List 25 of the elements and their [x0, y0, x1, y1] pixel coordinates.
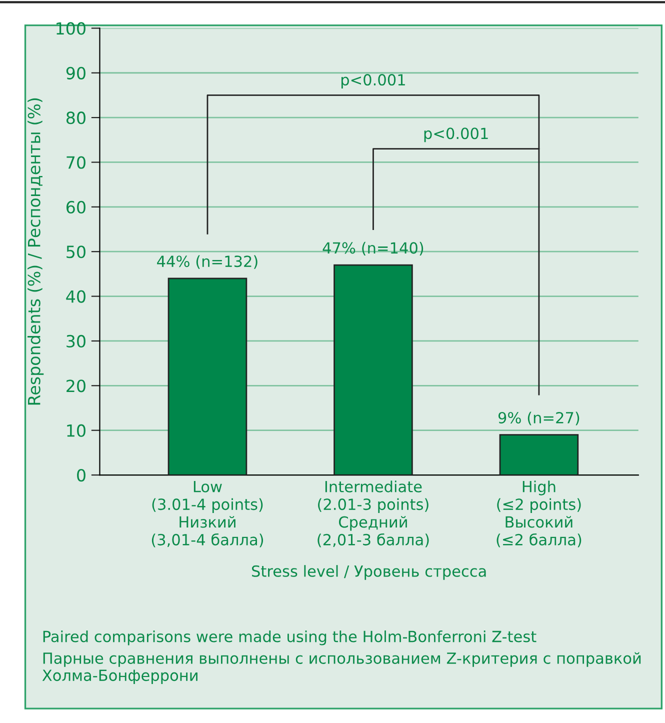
data-label: 9% (n=27): [498, 412, 580, 426]
y-tick-label: 90: [66, 66, 86, 80]
y-tick-label: 70: [66, 156, 86, 169]
bar: [168, 278, 248, 476]
data-label: 44% (n=132): [157, 255, 258, 269]
x-tick-label: High (≤2 points) Высокий (≤2 балла): [496, 480, 582, 548]
text: Парные сравнения выполнены с использованием Z-критерия с поправкой Холма-Бонферрони: [42, 652, 641, 684]
y-tick-label: 10: [67, 424, 86, 437]
x-axis-title: Stress level / Уровень стресса: [252, 565, 486, 580]
y-tick-label: 0: [77, 468, 86, 482]
x-tick-label: Intermediate (2.01-3 points) Средний (2,01-3 балла): [318, 480, 429, 548]
y-tick-label: 20: [66, 380, 86, 392]
bar: [334, 264, 413, 476]
y-tick-label: 50: [66, 246, 86, 258]
bar: [499, 434, 579, 476]
y-tick-label: 60: [66, 200, 86, 214]
x-tick-label: Low (3.01-4 points) Низкий (3,01-4 балла): [152, 481, 264, 548]
y-tick-label: 30: [66, 334, 86, 348]
y-axis-title: Respondents (%) / Респонденты (%): [28, 98, 44, 405]
annotation: p<0.001: [341, 74, 405, 89]
y-tick-label: 80: [66, 112, 86, 124]
data-label: 47% (n=140): [322, 242, 424, 256]
annotation: p<0.001: [424, 128, 488, 142]
y-tick-label: 40: [66, 290, 86, 303]
text: Paired comparisons were made using the Holm-Bonferroni Z-test: [43, 630, 536, 646]
